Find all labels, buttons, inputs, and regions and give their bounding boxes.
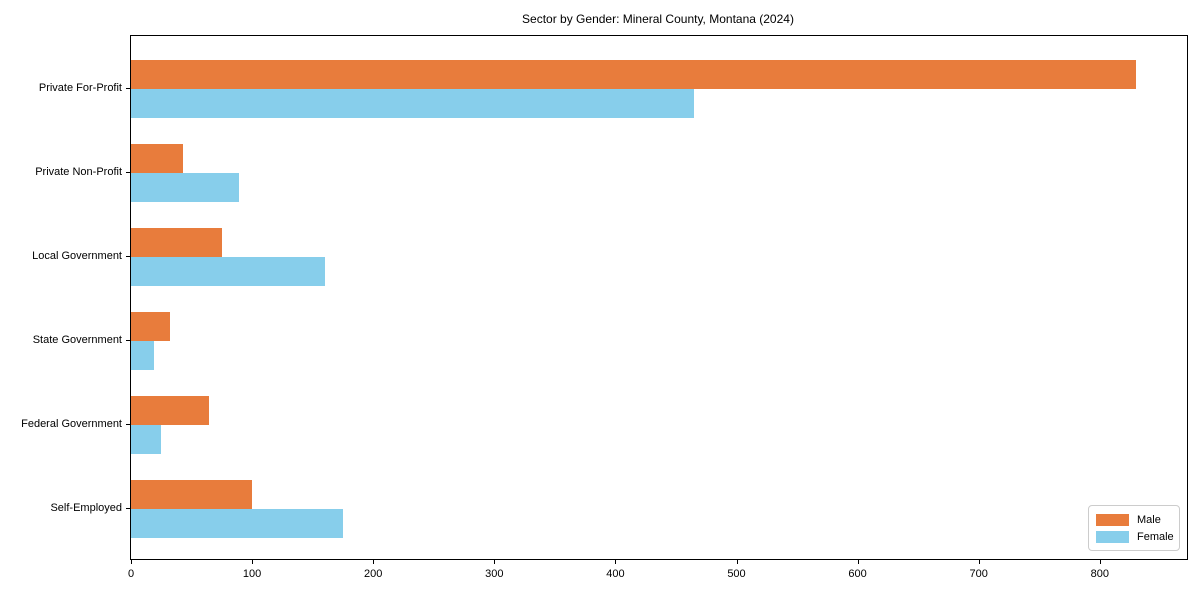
x-tick-mark [736, 560, 738, 564]
bar-female-2 [131, 173, 239, 203]
y-tick-mark [126, 340, 130, 341]
x-tick-label: 400 [606, 568, 625, 580]
x-tick-mark [131, 560, 132, 564]
legend-entry-male: Male [1096, 513, 1172, 526]
x-tick-mark [252, 560, 254, 564]
bar-female-6 [131, 509, 343, 539]
legend-entry-female: Female [1096, 530, 1174, 543]
x-tick-label: 200 [364, 568, 383, 580]
y-tick-mark [126, 424, 130, 425]
y-tick-label: Federal Government [21, 418, 122, 430]
bar-male-6 [131, 479, 253, 509]
y-tick-label: Self-Employed [50, 502, 122, 514]
x-tick-label: 0 [127, 568, 135, 580]
x-tick-label: 600 [848, 568, 867, 580]
bar-female-4 [131, 341, 154, 371]
bar-male-2 [131, 143, 184, 173]
y-tick-label: Private For-Profit [38, 82, 122, 94]
bar-male-4 [131, 311, 170, 341]
bar-male-5 [131, 395, 209, 425]
legend-label-female: Female [1137, 530, 1174, 543]
x-tick-mark [1099, 560, 1101, 564]
y-tick-label: Local Government [32, 250, 122, 262]
legend-swatch-male-icon [1096, 513, 1129, 526]
x-tick-mark [615, 560, 617, 564]
y-tick-label: State Government [32, 334, 122, 346]
x-tick-label: 800 [1090, 568, 1109, 580]
bar-female-1 [131, 89, 695, 119]
x-tick-mark [494, 560, 496, 564]
x-tick-label: 100 [242, 568, 262, 580]
x-tick-label: 700 [969, 568, 988, 580]
y-tick-mark [126, 508, 130, 509]
y-tick-mark [126, 256, 130, 257]
x-tick-mark [373, 560, 375, 564]
bar-male-3 [131, 227, 222, 257]
y-tick-label: Private Non-Profit [35, 166, 122, 178]
legend-label-male: Male [1137, 513, 1161, 526]
bar-female-3 [131, 257, 325, 287]
y-tick-mark [126, 88, 130, 89]
x-tick-label: 300 [485, 568, 504, 580]
chart-title: Sector by Gender: Mineral County, Montan… [522, 12, 794, 26]
legend-swatch-female-icon [1096, 530, 1129, 543]
x-tick-mark [857, 560, 859, 564]
bar-female-5 [131, 425, 162, 455]
x-tick-mark [978, 560, 980, 564]
plot-area [130, 35, 1188, 560]
x-tick-label: 500 [727, 568, 746, 580]
legend: Male Female [1088, 505, 1180, 551]
bar-male-1 [131, 59, 1137, 89]
y-tick-mark [126, 172, 130, 173]
